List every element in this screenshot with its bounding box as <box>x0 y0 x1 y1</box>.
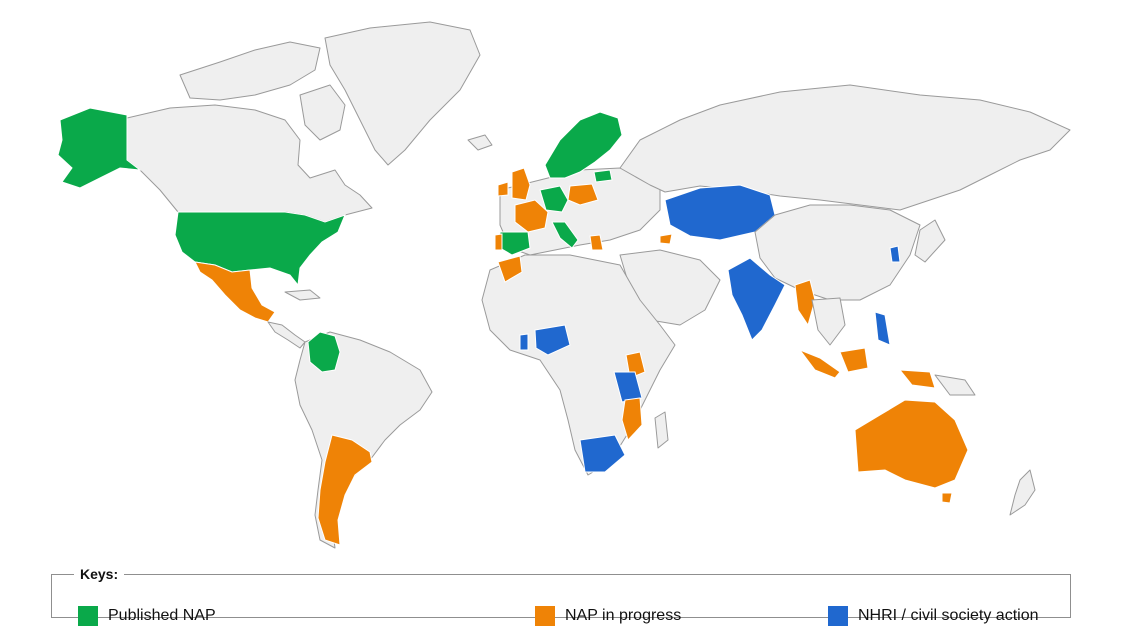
region-greenland <box>324 21 481 166</box>
region-australia-progress <box>854 399 969 489</box>
legend-box: Keys: Published NAP NAP in progress NHRI… <box>51 566 1071 626</box>
region-italy-nap <box>551 221 579 249</box>
region-central-america <box>267 321 306 349</box>
legend-label-nhri: NHRI / civil society action <box>858 607 1039 624</box>
region-iceland <box>467 134 493 151</box>
region-uk-progress <box>511 167 531 201</box>
region-korea-nhri <box>889 245 901 263</box>
region-ireland-progress <box>497 181 509 197</box>
region-new-guinea <box>934 374 976 396</box>
region-madagascar <box>654 411 669 449</box>
legend-item-in-progress: NAP in progress <box>535 606 681 626</box>
region-myanmar-progress <box>794 279 816 327</box>
region-usa-nap <box>174 211 346 287</box>
region-indonesia-progress <box>798 347 936 389</box>
legend-label-published: Published NAP <box>108 607 216 624</box>
legend-swatch-green <box>78 606 98 626</box>
region-mozambique-progress <box>621 397 643 441</box>
region-russia <box>619 84 1071 211</box>
region-poland-progress <box>567 183 599 206</box>
region-new-zealand <box>1009 469 1036 516</box>
region-tasmania-progress <box>941 492 953 504</box>
region-georgia-progress <box>659 233 673 245</box>
region-mexico-progress <box>194 261 276 323</box>
region-south-africa-nhri <box>579 434 626 473</box>
legend-label-in-progress: NAP in progress <box>565 607 682 624</box>
region-nigeria-nhri <box>534 324 571 356</box>
region-baffin <box>299 84 346 141</box>
legend-swatch-blue <box>828 606 848 626</box>
region-canada <box>126 104 373 223</box>
region-southeast-asia <box>811 297 846 346</box>
region-baltics-nap <box>593 169 613 183</box>
region-japan <box>914 219 946 263</box>
region-morocco-progress <box>497 255 523 283</box>
region-colombia-nap <box>307 331 341 373</box>
region-greece-progress <box>589 234 604 251</box>
region-arctic-islands <box>179 41 321 101</box>
region-tanzania-nhri <box>613 371 643 403</box>
world-map <box>57 21 1071 549</box>
region-ghana-nhri <box>519 333 529 351</box>
legend-title: Keys: <box>80 566 119 582</box>
legend-swatch-orange <box>535 606 555 626</box>
legend-item-published: Published NAP <box>78 606 216 626</box>
region-portugal-progress <box>494 233 503 251</box>
region-scandinavia-nap <box>544 111 623 179</box>
region-philippines-nhri <box>874 311 891 346</box>
legend-item-nhri: NHRI / civil society action <box>828 606 1039 626</box>
region-cuba <box>284 289 321 301</box>
region-china <box>754 204 921 301</box>
region-alaska-nap <box>57 107 142 189</box>
region-germany-nap <box>539 185 569 213</box>
region-france-progress <box>514 199 549 233</box>
region-argentina-chile-progress <box>317 434 373 546</box>
region-india-nhri <box>727 257 786 341</box>
